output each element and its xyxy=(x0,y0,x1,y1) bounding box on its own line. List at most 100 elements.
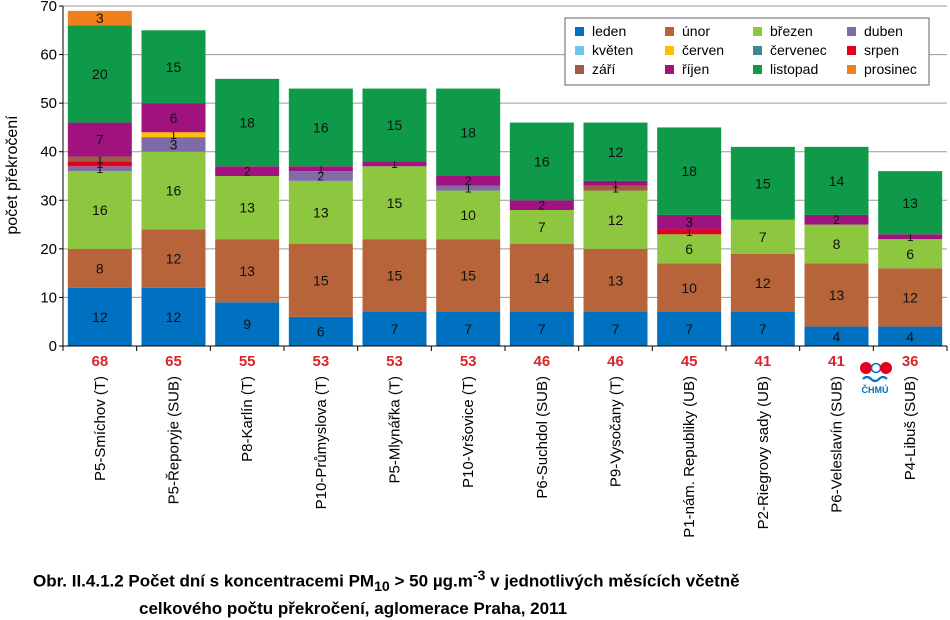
bar-segment xyxy=(67,161,132,167)
bar-stack: 4 12 6 1 13 xyxy=(878,171,943,346)
bar-segment xyxy=(730,219,795,254)
bar-segment xyxy=(362,239,427,312)
bar-segment xyxy=(362,161,427,167)
bar-stack: 7 15 15 1 15 xyxy=(362,88,427,346)
bar-segment xyxy=(509,312,574,346)
bar-total-label: 55 xyxy=(239,353,256,370)
legend-item: srpen xyxy=(847,42,899,58)
x-category-label: P10-Vršovice (T) xyxy=(460,376,477,488)
bar-segment xyxy=(583,122,648,181)
x-category-label: P9-Vysočany (T) xyxy=(608,376,625,487)
bar-segment xyxy=(215,239,280,303)
bar-segment-label: 7 xyxy=(538,321,546,337)
bar-stack: 4 13 8 2 14 xyxy=(804,146,869,346)
bar-segment xyxy=(141,132,206,138)
bar-segment-label: 4 xyxy=(906,328,914,344)
bar-segment-label: 7 xyxy=(759,321,767,337)
bar-segment xyxy=(657,312,722,346)
legend: leden únor březen duben květen červen červenec… xyxy=(564,17,930,86)
bar-segment xyxy=(436,190,501,240)
bar-segment-label: 10 xyxy=(681,280,697,296)
bar-stack: 6 15 13 21 16 xyxy=(288,88,353,346)
bar-total-label: 65 xyxy=(165,353,182,370)
bar-segment xyxy=(362,166,427,240)
bar-segment xyxy=(67,166,132,172)
bar-segment-label: 3 xyxy=(170,136,178,152)
legend-label: leden xyxy=(592,23,626,39)
bar-segment-label: 7 xyxy=(612,321,620,337)
bar-segment xyxy=(67,10,132,26)
caption-line-2: celkového počtu překročení, aglomerace P… xyxy=(139,599,568,619)
legend-swatch xyxy=(847,65,856,74)
legend-item: březen xyxy=(753,23,813,39)
x-category-label: P10-Průmyslova (T) xyxy=(313,376,330,509)
bar-segment-label: 1 xyxy=(170,128,177,142)
bar-segment xyxy=(730,253,795,312)
x-category-label: P1-nám. Republiky (UB) xyxy=(681,376,698,538)
bar-segment-label: 7 xyxy=(759,229,767,245)
bar-segment-label: 14 xyxy=(534,270,550,286)
bar-segment xyxy=(804,214,869,225)
bar-segment xyxy=(730,312,795,346)
bar-segment xyxy=(141,103,206,133)
bar-total-label: 53 xyxy=(312,353,329,370)
legend-item: duben xyxy=(847,23,903,39)
bar-segment xyxy=(878,234,943,240)
bar-segment xyxy=(878,239,943,269)
bar-segment-label: 15 xyxy=(387,117,403,133)
x-category-label: P6-Suchdol (SUB) xyxy=(534,376,551,499)
legend-label: září xyxy=(592,61,615,77)
bar-segment xyxy=(215,176,280,240)
bar-stack: 7 15 10 12 18 xyxy=(436,88,501,346)
legend-swatch xyxy=(575,46,584,55)
bar-segment-label: 1 xyxy=(612,177,619,191)
bar-segment xyxy=(67,25,132,123)
bar-total-label: 68 xyxy=(91,353,108,370)
bar-segment-label: 2 xyxy=(833,213,840,227)
bar-segment-label: 6 xyxy=(170,110,178,126)
legend-item: květen xyxy=(575,42,633,58)
legend-item: říjen xyxy=(665,61,709,77)
legend-label: říjen xyxy=(682,61,709,77)
bar-stack: 7 13 12 11 12 xyxy=(583,122,648,346)
bar-segment xyxy=(362,88,427,162)
legend-label: únor xyxy=(682,23,710,39)
y-axis-label: počet překročení xyxy=(4,115,21,235)
bar-segment-label: 18 xyxy=(681,163,697,179)
bar-segment-label: 15 xyxy=(387,195,403,211)
chmu-logo-icon: ČHMÚ xyxy=(860,362,892,395)
stacked-bar-chart: 1281611172031212163161591313218615132116… xyxy=(4,0,948,538)
bar-segment xyxy=(288,180,353,244)
bar-segment-label: 12 xyxy=(166,251,182,267)
x-category-label: P6-Veleslavín (SUB) xyxy=(829,376,846,513)
legend-swatch xyxy=(575,27,584,36)
bar-stack: 12 8 16 111 7 20 3 xyxy=(67,10,132,346)
bar-segment-label: 13 xyxy=(313,204,329,220)
x-category-label: P5-Řeporyje (SUB) xyxy=(166,376,183,504)
bar-segment-label: 12 xyxy=(92,309,108,325)
bar-segment xyxy=(657,263,722,312)
legend-swatch xyxy=(575,65,584,74)
bar-segment xyxy=(67,171,132,249)
y-tick-label: 0 xyxy=(49,338,57,355)
legend-item: únor xyxy=(665,23,710,39)
bar-segment-label: 7 xyxy=(538,219,546,235)
bar-segment-label: 6 xyxy=(685,241,693,257)
bar-segment-label: 14 xyxy=(829,173,845,189)
bar-segment xyxy=(288,316,353,346)
bar-segment xyxy=(141,287,206,346)
bar-segment xyxy=(583,180,648,186)
bar-stack: 9 13 13 2 18 xyxy=(215,78,280,346)
x-category-label: P4-Libuš (SUB) xyxy=(902,376,919,480)
bar-segment xyxy=(141,30,206,104)
grid-lines xyxy=(63,5,947,298)
bar-segment-label: 12 xyxy=(755,275,771,291)
legend-item: září xyxy=(575,61,615,77)
bar-segment xyxy=(215,302,280,346)
bar-segment xyxy=(509,200,574,210)
y-tick-label: 70 xyxy=(40,0,57,15)
bar-segment-label: 15 xyxy=(313,272,329,288)
legend-swatch xyxy=(753,65,762,74)
bar-segment-label: 6 xyxy=(317,323,325,339)
chmu-logo-text: ČHMÚ xyxy=(862,384,889,395)
